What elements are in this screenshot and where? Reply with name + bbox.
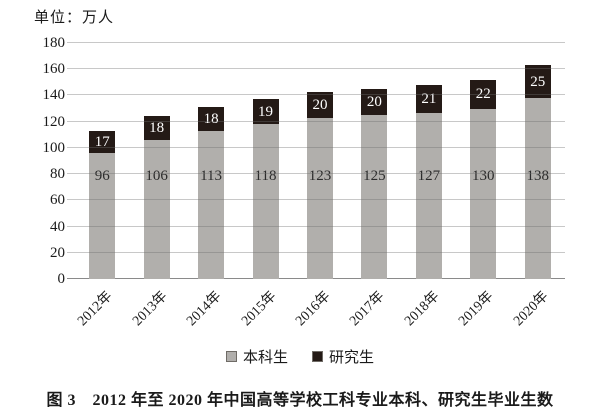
x-tick-label-2014: 2014年	[184, 288, 225, 330]
bar-group-2013: 106 18 2013年	[129, 43, 183, 329]
bar-value-label: 118	[254, 168, 277, 184]
bar-group-2020: 138 25 2020年	[511, 43, 565, 329]
y-tick-label-140: 140	[42, 87, 66, 104]
legend-label: 本科生	[242, 350, 288, 366]
bar-value-label: 125	[363, 168, 386, 184]
bar-group-2019: 130 22 2019年	[456, 43, 510, 329]
x-tick-label-2017: 2017年	[347, 288, 388, 330]
bar-segment-grad	[143, 116, 170, 141]
bar-value-label: 19	[258, 103, 274, 120]
bar-segment-undergrad	[470, 108, 497, 279]
y-tick-label-40: 40	[50, 218, 65, 235]
bar-value-label: 138	[526, 168, 549, 184]
y-tick-label-60: 60	[50, 192, 65, 209]
bar-value-label: 20	[312, 96, 328, 113]
bar-value-label: 21	[421, 90, 437, 107]
bar-segment-undergrad	[361, 115, 388, 279]
bar-segment-grad	[306, 91, 333, 118]
y-tick-label-0: 0	[57, 271, 66, 287]
figure-caption: 图 3 2012 年至 2020 年中国高等学校工科专业本科、研究生毕业生数	[46, 392, 554, 409]
bar-segment-undergrad	[306, 117, 333, 279]
bar-segment-undergrad	[198, 130, 225, 279]
legend-item-undergrad: 本科生	[225, 346, 288, 367]
x-tick-label-2013: 2013年	[129, 288, 171, 330]
x-tick-label-2016: 2016年	[293, 288, 334, 330]
bar-segment-grad	[470, 79, 497, 109]
legend-item-grad: 研究生	[312, 346, 374, 367]
bar-value-label: 20	[366, 94, 382, 110]
bar-value-label: 123	[308, 168, 332, 184]
bar-value-label: 25	[530, 73, 546, 90]
x-tick-label-2020: 2020年	[510, 288, 552, 330]
bar-value-label: 130	[472, 168, 495, 184]
bar-segment-grad	[198, 107, 225, 131]
bar-segment-undergrad	[89, 153, 116, 279]
bar-segment-grad	[361, 88, 388, 116]
bar-value-label: 18	[149, 120, 165, 137]
bar-series: 96 17 2012年 106 18 2013年 113 18 2014年 118 19 2015年 1…	[75, 43, 565, 329]
legend-label: 研究生	[329, 350, 375, 366]
bar-segment-grad	[524, 65, 551, 99]
x-tick-label-2018: 2018年	[401, 288, 443, 330]
bar-segment-grad	[415, 84, 442, 113]
bar-group-2016: 123 20 2016年	[293, 43, 347, 329]
bar-value-label: 17	[94, 134, 110, 150]
x-tick-label-2012: 2012年	[75, 288, 116, 330]
bar-value-label: 106	[145, 168, 168, 184]
unit-label: 单位：万人	[34, 10, 115, 26]
bar-value-label: 22	[475, 86, 491, 103]
bar-value-label: 113	[200, 168, 223, 184]
x-tick-label-2015: 2015年	[238, 288, 279, 330]
bar-segment-grad	[89, 130, 116, 154]
legend-swatch-icon	[312, 351, 323, 362]
y-tick-label-20: 20	[50, 244, 65, 261]
bar-segment-undergrad	[143, 140, 170, 279]
bar-group-2017: 125 20 2017年	[347, 43, 401, 329]
bar-group-2012: 96 17 2012年	[75, 43, 129, 329]
bar-segment-undergrad	[252, 124, 279, 279]
bar-value-label: 127	[417, 168, 441, 184]
bar-group-2018: 127 21 2018年	[402, 43, 456, 329]
x-tick-label-2019: 2019年	[456, 288, 497, 330]
y-tick-label-120: 120	[42, 113, 66, 130]
bar-segment-grad	[252, 99, 279, 125]
y-tick-label-160: 160	[42, 61, 66, 78]
legend-swatch-icon	[225, 351, 237, 362]
bar-group-2015: 118 19 2015年	[238, 43, 292, 329]
bar-value-label: 96	[94, 168, 110, 184]
y-axis-labels: 0 20 40 60 80 100 120 140 160 180	[25, 35, 66, 287]
plot-area: 0 20 40 60 80 100 120 140 160 180 96 17 2012年 106 18 2…	[43, 35, 565, 329]
bar-segment-undergrad	[524, 98, 551, 279]
bar-group-2014: 113 18 2014年	[184, 43, 238, 329]
y-tick-label-80: 80	[50, 166, 65, 183]
y-tick-label-180: 180	[42, 35, 66, 51]
bar-value-label: 18	[203, 111, 219, 128]
bar-segment-undergrad	[415, 112, 442, 279]
y-tick-label-100: 100	[42, 139, 66, 156]
legend: 本科生 研究生	[0, 346, 600, 367]
